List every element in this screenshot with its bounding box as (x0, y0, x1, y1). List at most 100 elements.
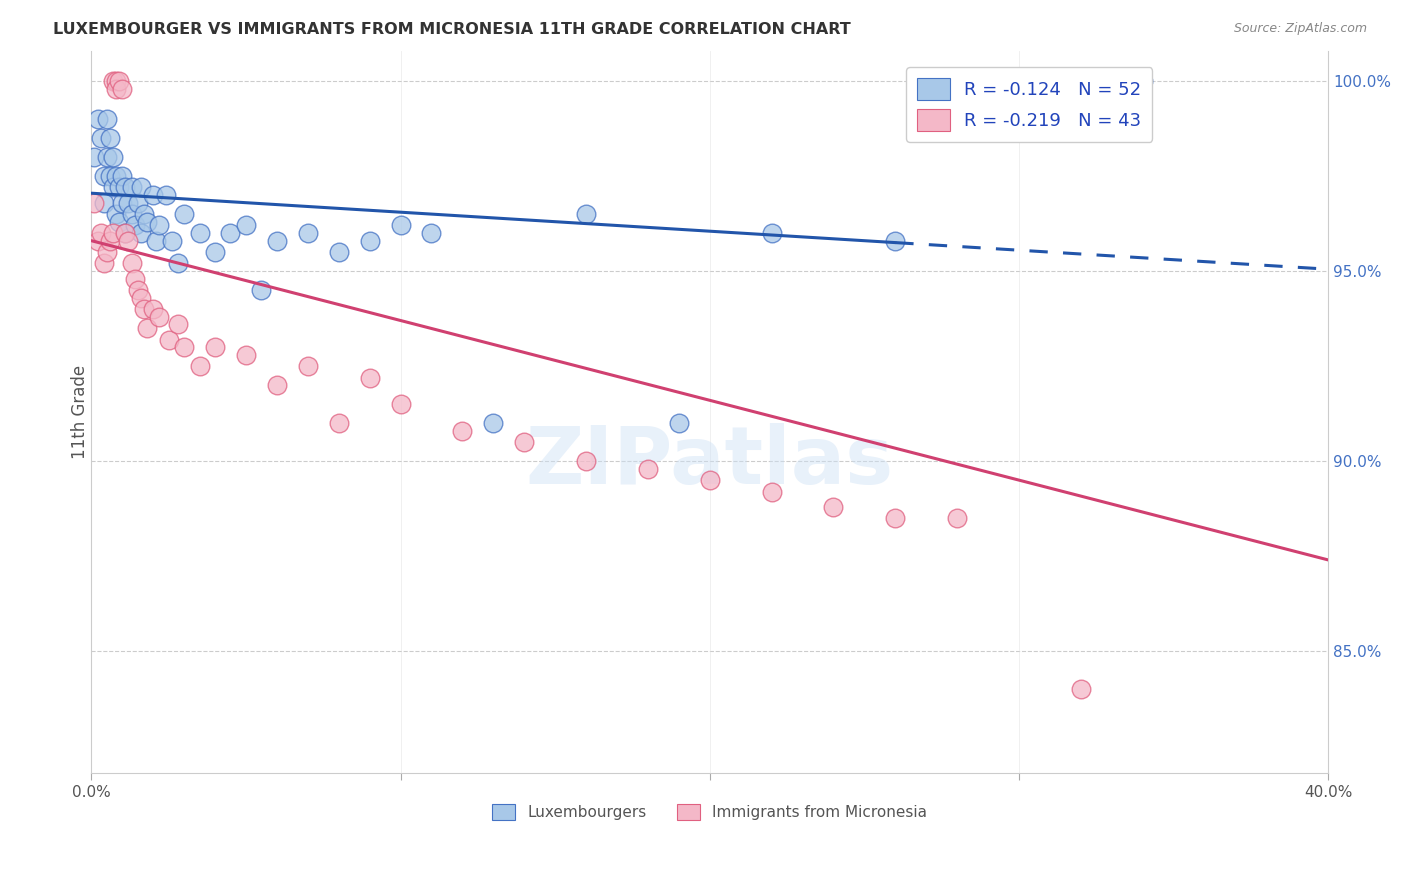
Point (148, 310, 170, 324)
Point (129, 180, 152, 194)
Point (121, 180, 143, 194)
Point (129, 291, 152, 305)
Point (145, 234, 167, 248)
Point (699, 473, 721, 487)
Point (235, 219, 257, 233)
Point (101, 226, 124, 240)
Point (173, 340, 195, 354)
Point (83, 195, 105, 210)
Point (86, 234, 108, 248)
Point (98, 169, 121, 183)
Point (90, 226, 112, 240)
Point (389, 397, 412, 411)
Point (111, 81, 134, 95)
Point (148, 219, 170, 233)
Point (111, 195, 134, 210)
Point (86, 112, 108, 127)
Point (1132, 74, 1154, 88)
Point (83, 150, 105, 164)
Text: ZIPatlas: ZIPatlas (526, 423, 894, 501)
Point (359, 234, 381, 248)
Point (121, 256, 143, 270)
Point (167, 318, 190, 332)
Point (668, 416, 690, 430)
Point (105, 169, 128, 183)
Point (98, 234, 121, 248)
Point (575, 207, 598, 221)
Point (173, 207, 195, 221)
Point (297, 226, 319, 240)
Point (188, 359, 211, 373)
Legend: Luxembourgers, Immigrants from Micronesia: Luxembourgers, Immigrants from Micronesi… (486, 798, 934, 827)
Point (101, 74, 124, 88)
Point (114, 180, 136, 194)
Point (761, 226, 783, 240)
Point (136, 215, 159, 229)
Point (136, 321, 159, 335)
Point (575, 454, 598, 468)
Point (105, 207, 128, 221)
Point (946, 511, 969, 525)
Point (105, 81, 128, 95)
Point (513, 435, 536, 450)
Point (142, 302, 165, 317)
Point (96, 245, 118, 260)
Point (884, 234, 907, 248)
Point (884, 511, 907, 525)
Point (93, 169, 115, 183)
Point (114, 226, 136, 240)
Point (266, 234, 288, 248)
Point (90, 131, 112, 145)
Point (389, 219, 412, 233)
Point (167, 256, 190, 270)
Point (204, 340, 226, 354)
Text: LUXEMBOURGER VS IMMIGRANTS FROM MICRONESIA 11TH GRADE CORRELATION CHART: LUXEMBOURGER VS IMMIGRANTS FROM MICRONES… (53, 22, 851, 37)
Point (127, 195, 149, 210)
Point (250, 283, 273, 297)
Y-axis label: 11th Grade: 11th Grade (72, 365, 89, 458)
Point (328, 245, 350, 260)
Point (124, 271, 146, 285)
Point (129, 226, 152, 240)
Point (108, 215, 131, 229)
Point (188, 226, 211, 240)
Point (117, 195, 139, 210)
Point (1070, 682, 1092, 697)
Point (98, 131, 121, 145)
Point (637, 461, 659, 475)
Text: Source: ZipAtlas.com: Source: ZipAtlas.com (1233, 22, 1367, 36)
Point (266, 378, 288, 392)
Point (96, 112, 118, 127)
Point (101, 180, 124, 194)
Point (482, 416, 505, 430)
Point (142, 188, 165, 202)
Point (124, 219, 146, 233)
Point (121, 207, 143, 221)
Point (108, 74, 131, 88)
Point (823, 500, 845, 514)
Point (117, 234, 139, 248)
Point (132, 302, 155, 317)
Point (93, 195, 115, 210)
Point (132, 207, 155, 221)
Point (420, 226, 443, 240)
Point (105, 74, 128, 88)
Point (157, 333, 180, 347)
Point (761, 484, 783, 499)
Point (114, 226, 136, 240)
Point (111, 169, 134, 183)
Point (101, 150, 124, 164)
Point (93, 256, 115, 270)
Point (127, 283, 149, 297)
Point (96, 150, 118, 164)
Point (359, 370, 381, 384)
Point (235, 348, 257, 362)
Point (328, 416, 350, 430)
Point (451, 424, 474, 438)
Point (219, 226, 242, 240)
Point (204, 245, 226, 260)
Point (155, 188, 177, 202)
Point (297, 359, 319, 373)
Point (108, 180, 131, 194)
Point (160, 234, 183, 248)
